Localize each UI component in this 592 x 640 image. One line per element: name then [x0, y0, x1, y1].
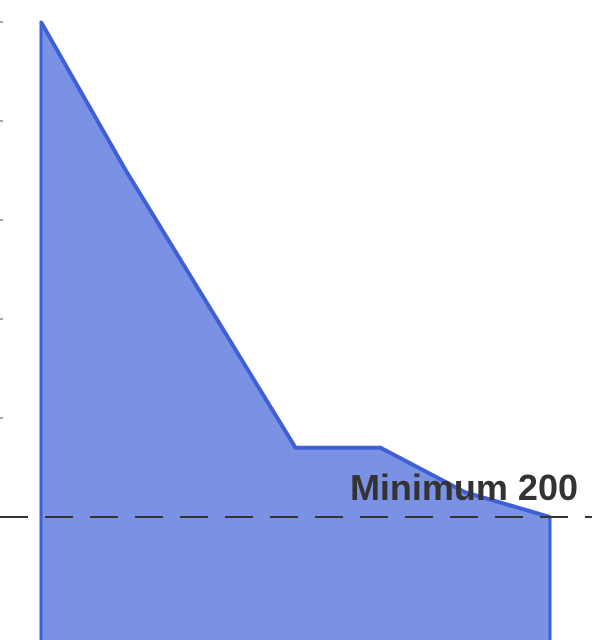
series-line: [39, 21, 551, 519]
y-axis-ticks: [0, 21, 3, 518]
reference-line-label: Minimum 200: [350, 467, 578, 508]
area-fill: [39, 20, 552, 640]
